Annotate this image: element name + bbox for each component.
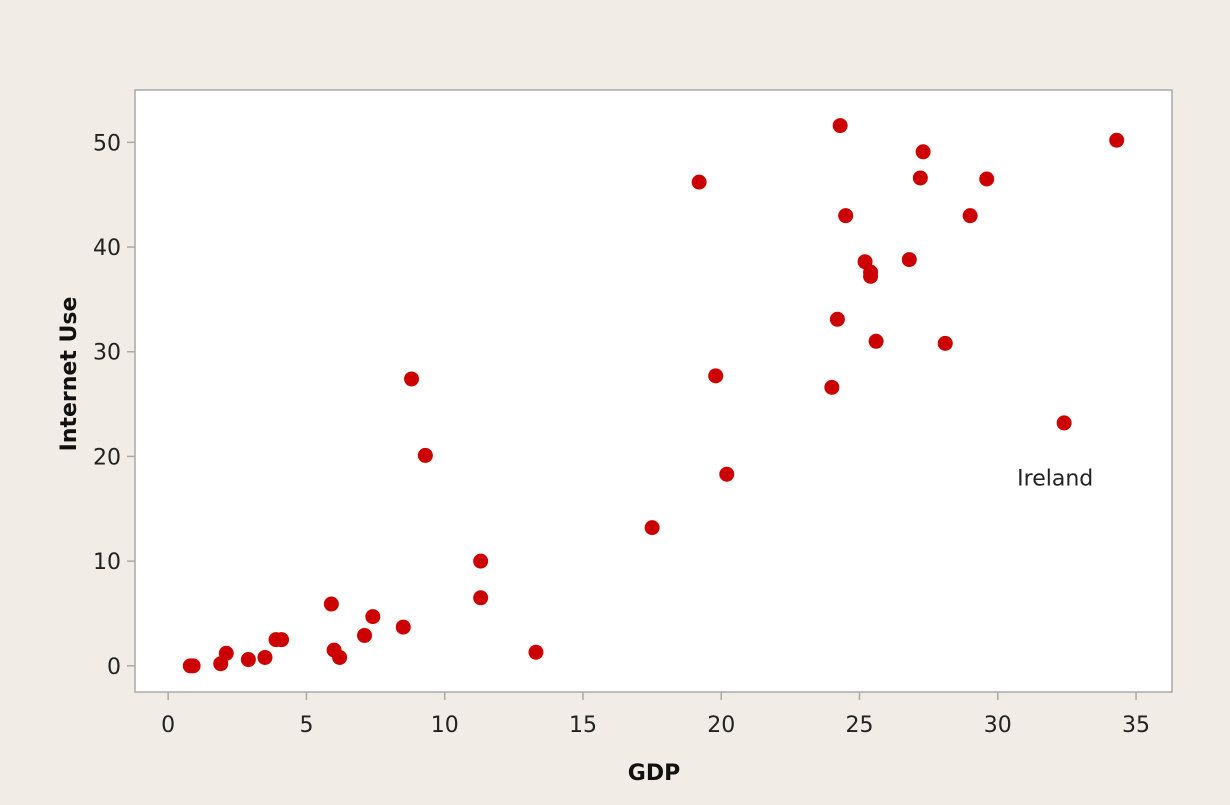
data-point xyxy=(257,649,273,665)
y-axis: 0 10 20 30 40 50 xyxy=(93,131,135,680)
plot-area xyxy=(134,89,1173,693)
x-tick-label: 5 xyxy=(299,713,313,738)
data-point xyxy=(357,627,373,643)
data-point xyxy=(691,174,707,190)
data-point xyxy=(832,118,848,134)
x-tick-label: 35 xyxy=(1122,713,1150,738)
data-point xyxy=(473,553,489,569)
data-point xyxy=(1109,132,1125,148)
x-tick-label: 25 xyxy=(846,713,874,738)
data-point xyxy=(838,208,854,224)
data-point xyxy=(868,333,884,349)
data-point xyxy=(708,368,724,384)
data-point xyxy=(915,144,931,160)
data-point xyxy=(185,658,201,674)
data-point xyxy=(719,466,735,482)
data-point xyxy=(979,171,995,187)
x-tick-label: 15 xyxy=(569,713,597,738)
data-point xyxy=(962,208,978,224)
y-tick-label: 0 xyxy=(107,655,121,680)
data-point xyxy=(323,596,339,612)
data-point xyxy=(332,649,348,665)
data-point xyxy=(829,311,845,327)
x-tick-label: 30 xyxy=(984,713,1012,738)
data-point xyxy=(274,632,290,648)
data-point xyxy=(218,645,234,661)
x-tick-label: 10 xyxy=(431,713,459,738)
data-point xyxy=(404,371,420,387)
x-tick-label: 0 xyxy=(161,713,175,738)
data-point xyxy=(644,520,660,536)
data-point xyxy=(901,252,917,268)
data-point xyxy=(473,590,489,606)
x-axis: 0 5 10 15 20 25 30 35 xyxy=(161,692,1150,738)
data-point xyxy=(1056,415,1072,431)
annotations: Ireland xyxy=(1017,466,1093,491)
data-point xyxy=(395,619,411,635)
data-point xyxy=(863,264,879,280)
y-tick-label: 20 xyxy=(93,445,121,470)
data-point xyxy=(824,379,840,395)
annotation-label: Ireland xyxy=(1017,466,1093,491)
y-tick-label: 40 xyxy=(93,236,121,261)
x-axis-title: GDP xyxy=(628,761,680,786)
x-tick-label: 20 xyxy=(707,713,735,738)
data-points xyxy=(182,118,1125,674)
y-tick-label: 10 xyxy=(93,550,121,575)
y-axis-title: Internet Use xyxy=(57,297,82,452)
y-tick-label: 50 xyxy=(93,131,121,156)
data-point xyxy=(528,644,544,660)
data-point xyxy=(417,447,433,463)
y-tick-label: 30 xyxy=(93,341,121,366)
data-point xyxy=(240,652,256,668)
data-point xyxy=(937,335,953,351)
data-point xyxy=(365,609,381,625)
data-point xyxy=(912,170,928,186)
